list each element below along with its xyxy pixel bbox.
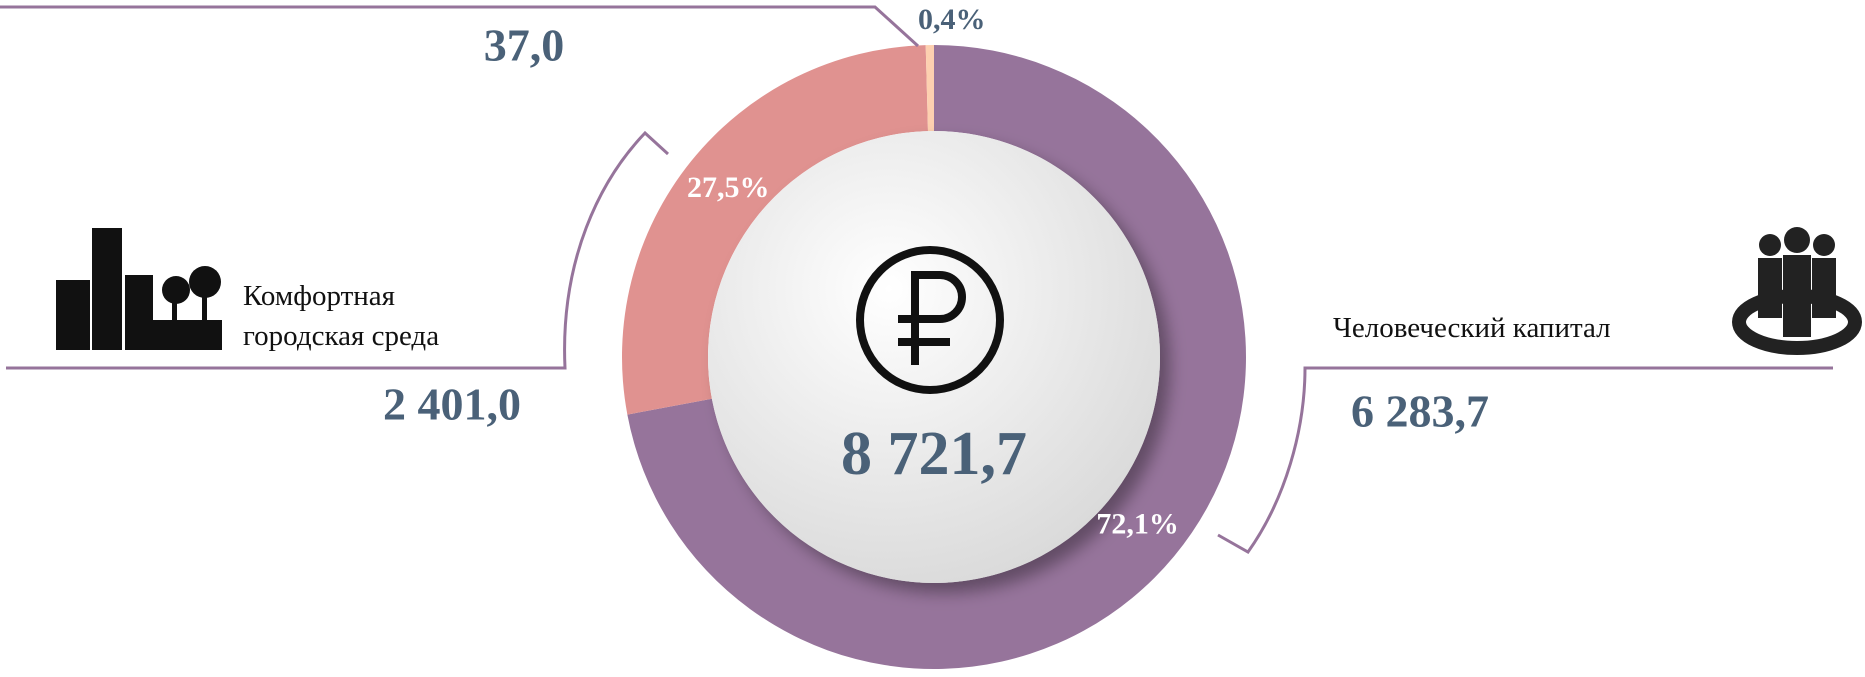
donut-segment: [925, 45, 934, 132]
value-label: 37,0: [484, 20, 565, 71]
category-name: Человеческий капитал: [1333, 312, 1611, 344]
value-label: 6 283,7: [1351, 386, 1489, 437]
ruble-icon: [856, 246, 1004, 394]
donut: [622, 45, 1246, 669]
leader-lines: [0, 5, 1833, 554]
value-label: 2 401,0: [383, 379, 521, 430]
percent-label: 27,5%: [687, 171, 770, 204]
percent-label: 72,1%: [1096, 507, 1179, 540]
category-name: Комфортная городская среда: [243, 280, 440, 352]
percent-label: 0,4%: [918, 3, 986, 36]
city-icon: [56, 228, 222, 350]
donut-segment: [622, 45, 928, 415]
people-icon: [1732, 227, 1862, 355]
total: 8 721,7: [841, 420, 1027, 488]
center-disk: [708, 131, 1160, 583]
